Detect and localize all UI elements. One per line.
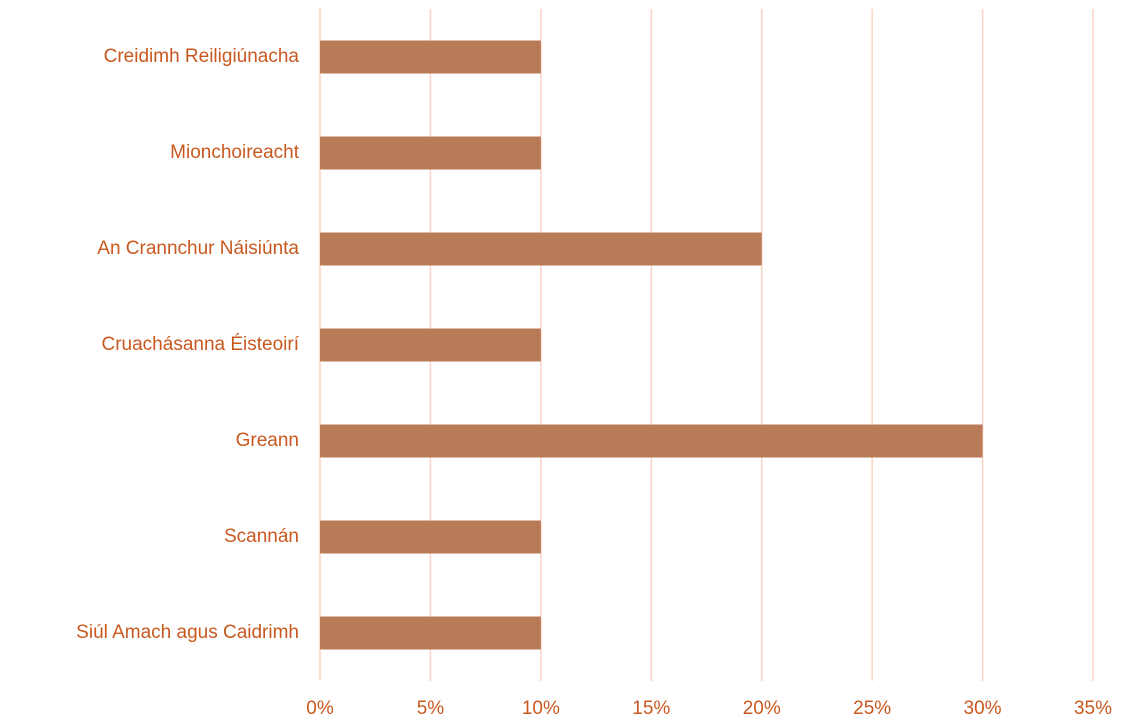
bar — [320, 616, 541, 650]
y-tick-label: An Crannchur Náisiúnta — [97, 238, 299, 259]
y-tick-label: Creidimh Reiligiúnacha — [104, 46, 300, 67]
x-tick-label: 20% — [743, 698, 781, 719]
y-tick-label: Siúl Amach agus Caidrimh — [76, 622, 299, 643]
y-tick-label: Mionchoireacht — [170, 142, 300, 163]
bar — [320, 328, 541, 362]
x-tick-label: 15% — [632, 698, 670, 719]
bar — [320, 520, 541, 554]
y-tick-label: Greann — [236, 430, 299, 451]
x-tick-label: 25% — [853, 698, 891, 719]
x-tick-label: 30% — [964, 698, 1002, 719]
x-tick-label: 0% — [306, 698, 334, 719]
bar — [320, 40, 541, 74]
x-tick-label: 10% — [522, 698, 560, 719]
x-tick-label: 5% — [417, 698, 445, 719]
y-tick-label: Scannán — [224, 526, 299, 547]
bar — [320, 232, 762, 266]
bar — [320, 136, 541, 170]
bar — [320, 424, 983, 458]
y-tick-label: Cruachásanna Éisteoirí — [102, 334, 300, 355]
x-tick-label: 35% — [1074, 698, 1112, 719]
